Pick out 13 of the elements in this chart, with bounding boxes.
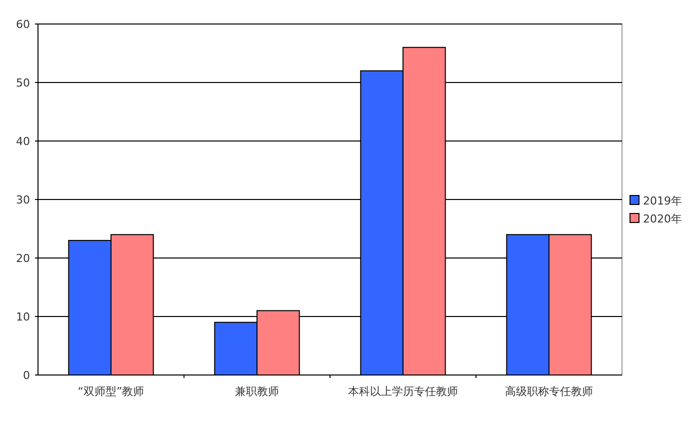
y-tick-label: 60 bbox=[16, 18, 30, 31]
x-tick-label: 本科以上学历专任教师 bbox=[348, 385, 458, 398]
y-tick-label: 30 bbox=[16, 194, 30, 206]
y-tick-label: 40 bbox=[16, 135, 30, 148]
legend-label: 2020年 bbox=[643, 212, 682, 226]
y-tick-label: 20 bbox=[16, 252, 30, 265]
x-tick-label: 兼职教师 bbox=[235, 385, 279, 398]
y-tick-label: 50 bbox=[16, 76, 30, 90]
legend-label: 2019年 bbox=[643, 194, 682, 208]
x-tick-label: 高级职称专任教师 bbox=[505, 385, 593, 398]
x-tick-label: “双师型”教师 bbox=[78, 385, 144, 398]
y-tick-label: 0 bbox=[23, 369, 30, 382]
y-tick-label: 10 bbox=[16, 310, 30, 324]
